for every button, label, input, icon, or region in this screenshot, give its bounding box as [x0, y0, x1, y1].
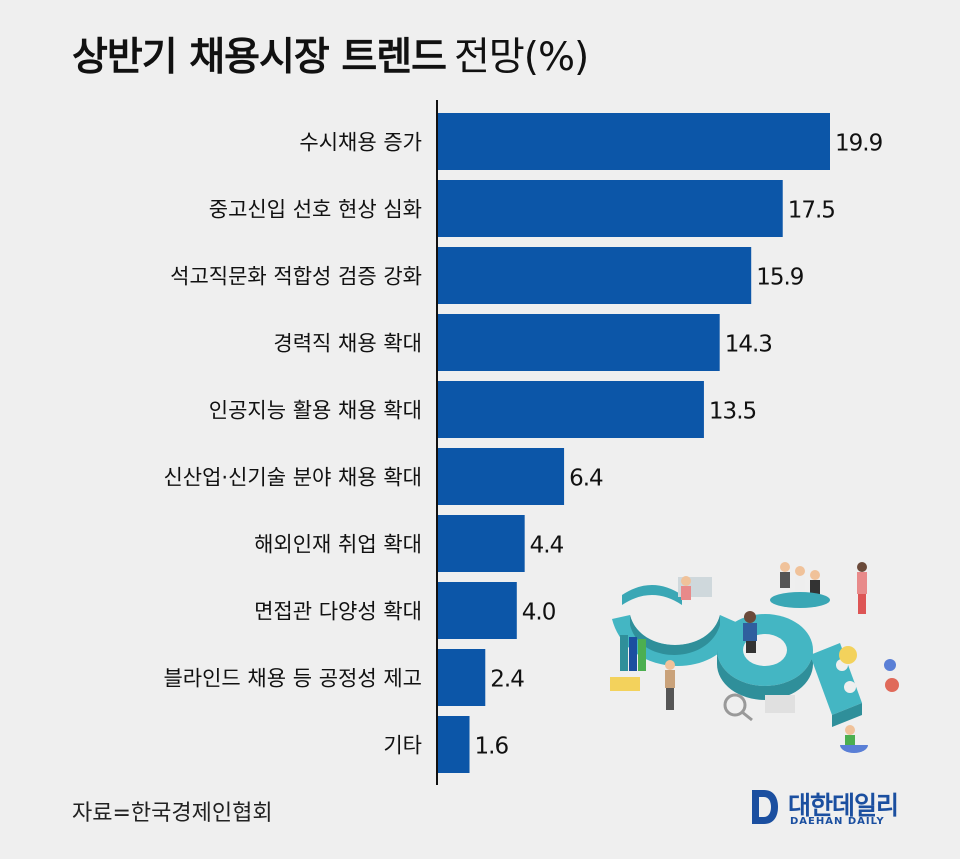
bar — [438, 515, 525, 572]
category-label: 블라인드 채용 등 공정성 제고 — [163, 667, 422, 691]
category-label: 경력직 채용 확대 — [273, 332, 422, 356]
brand-d-icon — [752, 790, 778, 824]
bar — [438, 448, 565, 505]
bar — [438, 381, 704, 438]
brand-name: 대한데일리 — [788, 791, 899, 820]
brand-name-en: DAEHAN DAILY — [790, 816, 885, 827]
value-label: 13.5 — [709, 399, 756, 425]
value-label: 15.9 — [756, 265, 804, 291]
job-isometric-illustration — [610, 562, 899, 753]
bar-group: 수시채용 증가 19.9 중고신입 선호 현상 심화 17.5 석고직문화 적합성 검증… — [163, 113, 884, 773]
value-label: 4.0 — [522, 600, 556, 626]
chart-title-unit: 전망(%) — [453, 35, 589, 80]
category-label: 기타 — [383, 734, 422, 758]
category-label: 인공지능 활용 채용 확대 — [209, 399, 422, 423]
category-label: 면접관 다양성 확대 — [254, 600, 422, 624]
category-label: 수시채용 증가 — [299, 131, 422, 155]
people-icon — [665, 562, 867, 751]
bar — [438, 314, 720, 371]
bar — [438, 113, 830, 170]
value-label: 6.4 — [569, 466, 603, 492]
bar — [438, 716, 470, 773]
value-label: 17.5 — [788, 198, 835, 224]
category-label: 석고직문화 적합성 검증 강화 — [170, 265, 422, 289]
category-label: 중고신입 선호 현상 심화 — [209, 198, 422, 222]
office-objects-icon — [610, 635, 899, 753]
brand-logo: 대한데일리 DAEHAN DAILY — [750, 786, 950, 832]
value-label: 1.6 — [475, 734, 509, 760]
category-label: 신산업·신기술 분야 채용 확대 — [163, 466, 422, 490]
source-note: 자료=한국경제인협회 — [72, 801, 273, 826]
bar — [438, 649, 486, 706]
job-letters-icon — [612, 585, 862, 727]
bar — [438, 582, 517, 639]
bar — [438, 247, 752, 304]
value-label: 4.4 — [530, 533, 564, 559]
bar — [438, 180, 783, 237]
value-label: 14.3 — [725, 332, 772, 358]
value-label: 2.4 — [490, 667, 524, 693]
category-label: 해외인재 취업 확대 — [254, 533, 422, 557]
value-label: 19.9 — [835, 131, 883, 157]
chart-title-main: 상반기 채용시장 트렌드 — [72, 35, 447, 80]
chart-title: 상반기 채용시장 트렌드 전망(%) — [72, 26, 589, 82]
